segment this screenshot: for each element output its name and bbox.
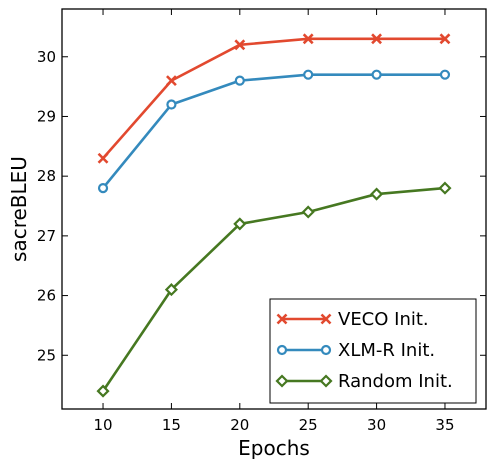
y-axis-title: sacreBLEU: [7, 156, 31, 262]
legend-marker-xlm-r-init: [276, 344, 288, 356]
legend: VECO Init. XLM-R Init. Random Init.: [269, 298, 477, 404]
xlm-r-init-point: [439, 69, 451, 80]
xlm-r-init-point: [97, 183, 109, 194]
x-axis-title: Epochs: [238, 436, 310, 459]
veco-init-point: [371, 33, 383, 45]
legend-label-xlm-r-init: XLM-R Init.: [338, 340, 435, 361]
xlm-r-init-point: [371, 69, 382, 80]
x-tick-label: 30: [367, 416, 386, 434]
x-tick-label: 35: [435, 416, 454, 434]
veco-init-point: [234, 39, 246, 51]
legend-label-random-init: Random Init.: [338, 371, 453, 392]
legend-marker-xlm-r-init: [320, 344, 332, 356]
veco-init-point: [439, 33, 451, 45]
xlm-r-init-point: [303, 69, 314, 80]
xlm-r-init-line: [102, 73, 445, 189]
y-tick-label: 25: [37, 346, 56, 364]
legend-label-veco-init: VECO Init.: [338, 309, 429, 330]
veco-init-point: [302, 33, 314, 45]
plot-marks: [96, 33, 452, 398]
random-init-point: [301, 205, 315, 219]
veco-init-point: [165, 75, 177, 87]
y-tick-label: 30: [37, 48, 56, 66]
y-tick-label: 28: [37, 167, 56, 185]
xlm-r-init-point: [166, 99, 177, 110]
random-init-point: [233, 217, 247, 231]
legend-marker-veco-init: [276, 313, 288, 325]
random-init-point: [164, 283, 178, 297]
x-tick-label: 20: [230, 416, 249, 434]
random-init-point: [96, 384, 110, 398]
legend-marker-random-init: [319, 374, 333, 388]
random-init-line: [101, 186, 446, 392]
y-tick-label: 26: [37, 287, 56, 305]
y-tick-label: 29: [37, 107, 56, 125]
legend-marker-random-init: [275, 374, 289, 388]
axis-ticks: 10 15 20 25 30 35 25 26 27 28 29 30: [37, 9, 486, 434]
random-init-point: [438, 181, 452, 195]
plot-frame: [61, 8, 487, 410]
veco-init-point: [97, 152, 109, 164]
x-tick-label: 25: [299, 416, 318, 434]
xlm-r-init-point: [234, 75, 245, 86]
y-tick-label: 27: [37, 227, 56, 245]
random-init-point: [370, 187, 384, 201]
x-tick-label: 15: [162, 416, 181, 434]
legend-marker-veco-init: [320, 313, 332, 325]
x-tick-label: 10: [93, 416, 112, 434]
veco-init-line: [102, 37, 445, 160]
